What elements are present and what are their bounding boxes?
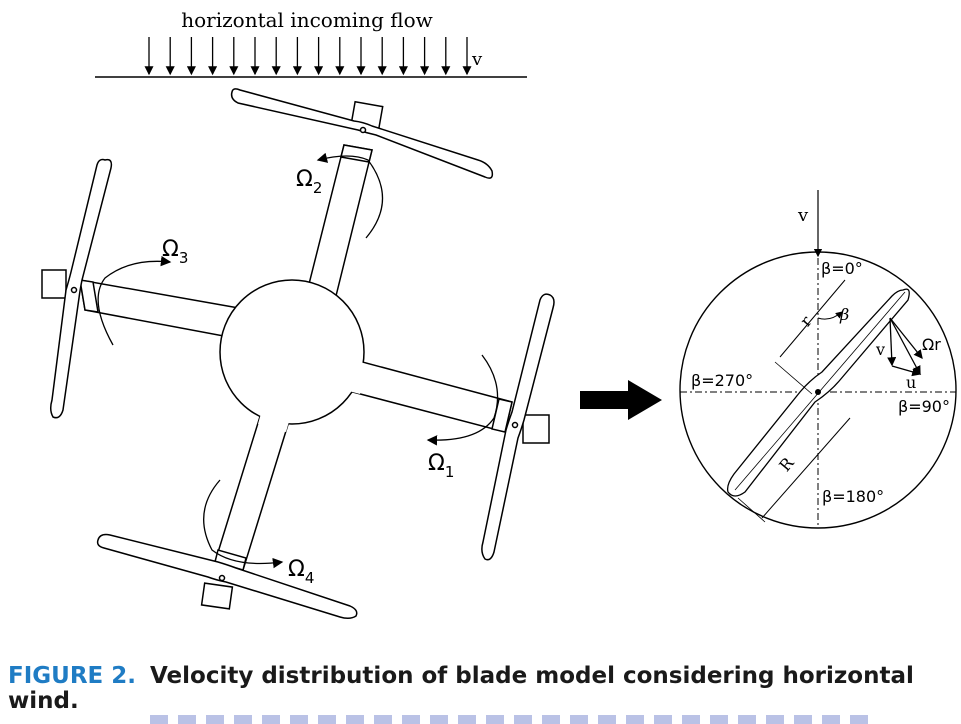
beta-90-label: β=90° <box>898 397 950 416</box>
caption-label: FIGURE 2. <box>8 663 136 689</box>
hub <box>219 279 365 425</box>
rotor-3 <box>41 158 113 419</box>
transition-arrow <box>580 380 662 420</box>
incoming-flow: horizontal incoming flow v <box>95 8 527 78</box>
rotation-arrows <box>97 152 499 569</box>
figure-caption: FIGURE 2. Velocity distribution of blade … <box>8 664 953 714</box>
velocity-omega-r-label: Ωr <box>922 335 941 354</box>
arm-2 <box>306 144 373 301</box>
beta-angle-label: β <box>839 305 849 324</box>
velocity-v-label: v <box>875 340 885 359</box>
omega-3-label: Ω3 <box>162 237 188 267</box>
arm-4 <box>214 409 291 571</box>
flow-velocity-label: v <box>471 49 483 70</box>
beta-0-label: β=0° <box>821 259 863 278</box>
detail-velocity-label: v <box>797 205 809 226</box>
rotor-4 <box>96 533 358 620</box>
beta-270-label: β=270° <box>691 371 753 390</box>
blade-detail: v β=0° β=90° β=180° β=270° β r R v Ωr <box>679 190 957 529</box>
omega-1-label: Ω1 <box>428 451 454 481</box>
quadrotor <box>41 88 555 620</box>
omega-labels: Ω1 Ω2 Ω3 Ω4 <box>162 167 454 587</box>
omega-2-label: Ω2 <box>296 167 322 197</box>
caption-text: Velocity distribution of blade model con… <box>8 663 914 714</box>
flow-label: horizontal incoming flow <box>181 8 432 32</box>
rotor-2 <box>230 88 494 179</box>
arm-1 <box>344 359 513 433</box>
omega-4-label: Ω4 <box>288 557 314 587</box>
velocity-u-label: u <box>906 373 916 392</box>
cropped-next-line <box>150 710 950 724</box>
rotor-1 <box>481 293 555 561</box>
beta-180-label: β=180° <box>822 487 884 506</box>
